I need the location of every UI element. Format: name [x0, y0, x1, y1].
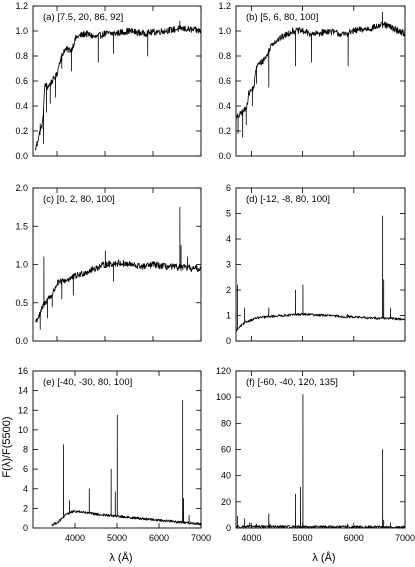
spectrum-line: [236, 394, 405, 528]
y-tick-label: 2.0: [15, 183, 28, 193]
y-tick-label: 0: [226, 523, 231, 533]
y-tick-label: 14: [18, 386, 28, 396]
x-tick-label: 6000: [344, 533, 364, 543]
y-tick-label: 0.6: [15, 76, 28, 86]
panel-label: (e) [-40, -30, 80, 100]: [43, 377, 132, 388]
y-tick-label: 1.2: [15, 1, 28, 11]
y-tick-label: 0.2: [15, 126, 28, 136]
y-tick-label: 6: [23, 464, 28, 474]
panel-c: 0.0 0.5 1.0 1.5 2.0 (c) [0, 2, 80, 100]: [15, 183, 202, 346]
x-axis-title-right: λ (Å): [312, 551, 335, 564]
panel-d: 0 1 2 3 4 5 6 (d) [-12, -8, 80, 100]: [226, 183, 406, 346]
x-tick-label: 4000: [65, 533, 85, 543]
panel-f: 0 20 40 60 80 100 120 4000 5000 6000 7000 (f) [-60,…: [216, 366, 415, 543]
y-tick-label: 0.0: [15, 336, 28, 346]
spectrum-line: [35, 206, 201, 330]
y-tick-label: 0.6: [218, 76, 231, 86]
spectrum-line: [35, 20, 201, 151]
y-tick-label: 4: [23, 484, 28, 494]
y-tick-label: 2: [226, 285, 231, 295]
y-tick-label: 0.5: [15, 298, 28, 308]
panel-frame: [235, 370, 406, 529]
panel-b: 0.0 0.2 0.4 0.6 0.8 1.0 1.2 (b) [5, 6, 80, 100]: [218, 1, 406, 161]
spectrum-line: [51, 400, 201, 527]
y-tick-label: 6: [226, 183, 231, 193]
y-tick-label: 60: [221, 445, 231, 455]
panel-label: (d) [-12, -8, 80, 100]: [246, 194, 330, 205]
panel-label: (b) [5, 6, 80, 100]: [246, 12, 318, 23]
y-tick-label: 40: [221, 471, 231, 481]
y-tick-label: 0: [23, 523, 28, 533]
y-tick-label: 0.0: [218, 151, 231, 161]
y-tick-label: 4: [226, 234, 231, 244]
y-tick-label: 8: [23, 445, 28, 455]
y-tick-label: 20: [221, 497, 231, 507]
y-tick-label: 2: [23, 503, 28, 513]
y-tick-label: 5: [226, 209, 231, 219]
y-axis-title: F(λ)/F(5500): [1, 416, 13, 477]
y-tick-label: 0.4: [218, 101, 231, 111]
y-tick-label: 1.0: [15, 26, 28, 36]
panel-e: 0 2 4 6 8 10 12 14 16 4000 5000 6000 7000 (e) [-40, -…: [18, 366, 211, 543]
panel-label: (f) [-60, -40, 120, 135]: [246, 377, 338, 388]
panel-frame: [235, 5, 406, 157]
x-tick-label: 5000: [107, 533, 127, 543]
y-tick-label: 0.0: [15, 151, 28, 161]
spectrum-line: [236, 215, 405, 332]
y-tick-label: 120: [216, 366, 231, 376]
y-tick-label: 80: [221, 418, 231, 428]
y-tick-label: 0.4: [15, 101, 28, 111]
panel-label: (c) [0, 2, 80, 100]: [43, 194, 115, 205]
y-tick-label: 0.2: [218, 126, 231, 136]
y-tick-label: 10: [18, 425, 28, 435]
x-tick-label: 5000: [293, 533, 313, 543]
y-tick-label: 1.0: [218, 26, 231, 36]
y-tick-label: 12: [18, 405, 28, 415]
x-tick-label: 7000: [191, 533, 211, 543]
y-tick-label: 0.8: [15, 51, 28, 61]
panel-frame: [32, 5, 202, 157]
y-tick-label: 3: [226, 260, 231, 270]
panel-a: 0.0 0.2 0.4 0.6 0.8 1.0 1.2 (a) [7.5, 20, 86, 9…: [15, 1, 202, 161]
x-tick-label: 6000: [149, 533, 169, 543]
panel-label: (a) [7.5, 20, 86, 92]: [43, 12, 123, 23]
y-tick-label: 0: [226, 336, 231, 346]
y-tick-label: 1.2: [218, 1, 231, 11]
y-tick-label: 1.0: [15, 260, 28, 270]
spectrum-line: [236, 11, 405, 138]
x-tick-label: 4000: [241, 533, 261, 543]
y-tick-label: 1.5: [15, 221, 28, 231]
y-tick-label: 100: [216, 392, 231, 402]
y-tick-label: 0.8: [218, 51, 231, 61]
y-tick-label: 16: [18, 366, 28, 376]
y-tick-label: 1: [226, 311, 231, 321]
x-axis-title-left: λ (Å): [109, 551, 132, 564]
x-tick-label: 7000: [395, 533, 415, 543]
